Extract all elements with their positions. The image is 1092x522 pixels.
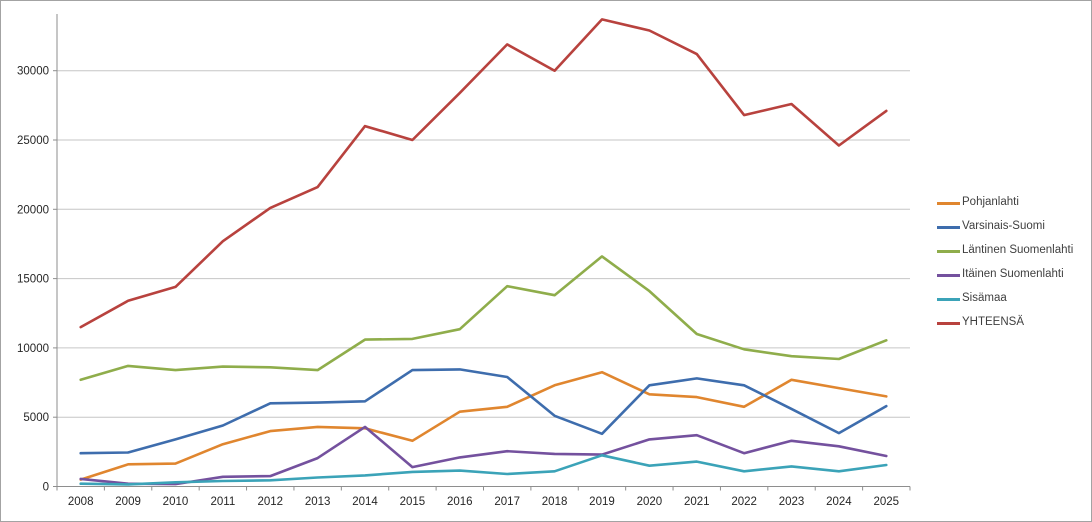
- legend-line-marker-pohjanlahti: [937, 201, 960, 205]
- y-axis-tick-label: 10000: [17, 343, 49, 355]
- x-axis-tick-label: 2019: [589, 496, 615, 508]
- chart-legend: Pohjanlahti Varsinais-Suomi Läntinen Suome…: [937, 191, 1073, 335]
- legend-item-lantinen-suomenlahti: Läntinen Suomenlahti: [937, 239, 1073, 263]
- series-line-itainen-suomenlahti: [79, 425, 888, 486]
- legend-line-marker-itainen-suomenlahti: [937, 273, 960, 277]
- x-axis-tick-label: 2025: [874, 496, 900, 508]
- legend-line-marker-varsinais-suomi: [937, 225, 960, 229]
- y-axis-tick-label: 25000: [17, 135, 49, 147]
- legend-label-itainen-suomenlahti: Itäinen Suomenlahti: [962, 268, 1064, 281]
- x-axis-tick-label: 2014: [352, 496, 378, 508]
- x-axis-tick-label: 2011: [210, 496, 235, 508]
- legend-item-varsinais-suomi: Varsinais-Suomi: [937, 215, 1073, 239]
- x-axis-tick-label: 2010: [163, 496, 189, 508]
- series-line-sisamaa: [79, 453, 888, 486]
- x-axis-tick-label: 2012: [257, 496, 283, 508]
- series-line-lantinen-suomenlahti: [79, 255, 888, 382]
- x-axis-tick-label: 2023: [779, 496, 805, 508]
- x-axis-tick-label: 2024: [826, 496, 852, 508]
- series-line-varsinais-suomi: [79, 368, 888, 455]
- legend-item-itainen-suomenlahti: Itäinen Suomenlahti: [937, 263, 1073, 287]
- legend-line-marker-lantinen-suomenlahti: [937, 249, 960, 253]
- y-axis-tick-label: 5000: [23, 412, 49, 424]
- x-axis-tick-label: 2018: [542, 496, 568, 508]
- x-axis-tick-label: 2009: [115, 496, 141, 508]
- x-axis-tick-label: 2015: [400, 496, 426, 508]
- legend-label-sisamaa: Sisämaa: [962, 292, 1007, 305]
- legend-line-marker-yhteensa: [937, 321, 960, 325]
- legend-line-marker-sisamaa: [937, 297, 960, 301]
- series-line-yhteensa: [79, 18, 888, 329]
- y-axis-tick-label: 15000: [17, 274, 49, 286]
- x-axis-tick-label: 2017: [494, 496, 520, 508]
- x-axis-tick-label: 2022: [731, 496, 757, 508]
- legend-item-pohjanlahti: Pohjanlahti: [937, 191, 1073, 215]
- legend-item-yhteensa: YHTEENSÄ: [937, 311, 1073, 335]
- legend-label-varsinais-suomi: Varsinais-Suomi: [962, 220, 1045, 233]
- y-axis-tick-label: 30000: [17, 66, 49, 78]
- series-line-pohjanlahti: [79, 370, 888, 481]
- y-axis-tick-label: 0: [43, 482, 49, 494]
- x-axis-tick-label: 2013: [305, 496, 331, 508]
- x-axis-tick-label: 2016: [447, 496, 473, 508]
- legend-label-pohjanlahti: Pohjanlahti: [962, 196, 1019, 209]
- legend-label-lantinen-suomenlahti: Läntinen Suomenlahti: [962, 244, 1074, 257]
- y-axis-tick-label: 20000: [17, 204, 49, 216]
- x-axis-tick-label: 2008: [68, 496, 94, 508]
- legend-item-sisamaa: Sisämaa: [937, 287, 1073, 311]
- legend-label-yhteensa: YHTEENSÄ: [962, 316, 1024, 329]
- x-axis-tick-label: 2021: [684, 496, 710, 508]
- x-axis-tick-label: 2020: [637, 496, 663, 508]
